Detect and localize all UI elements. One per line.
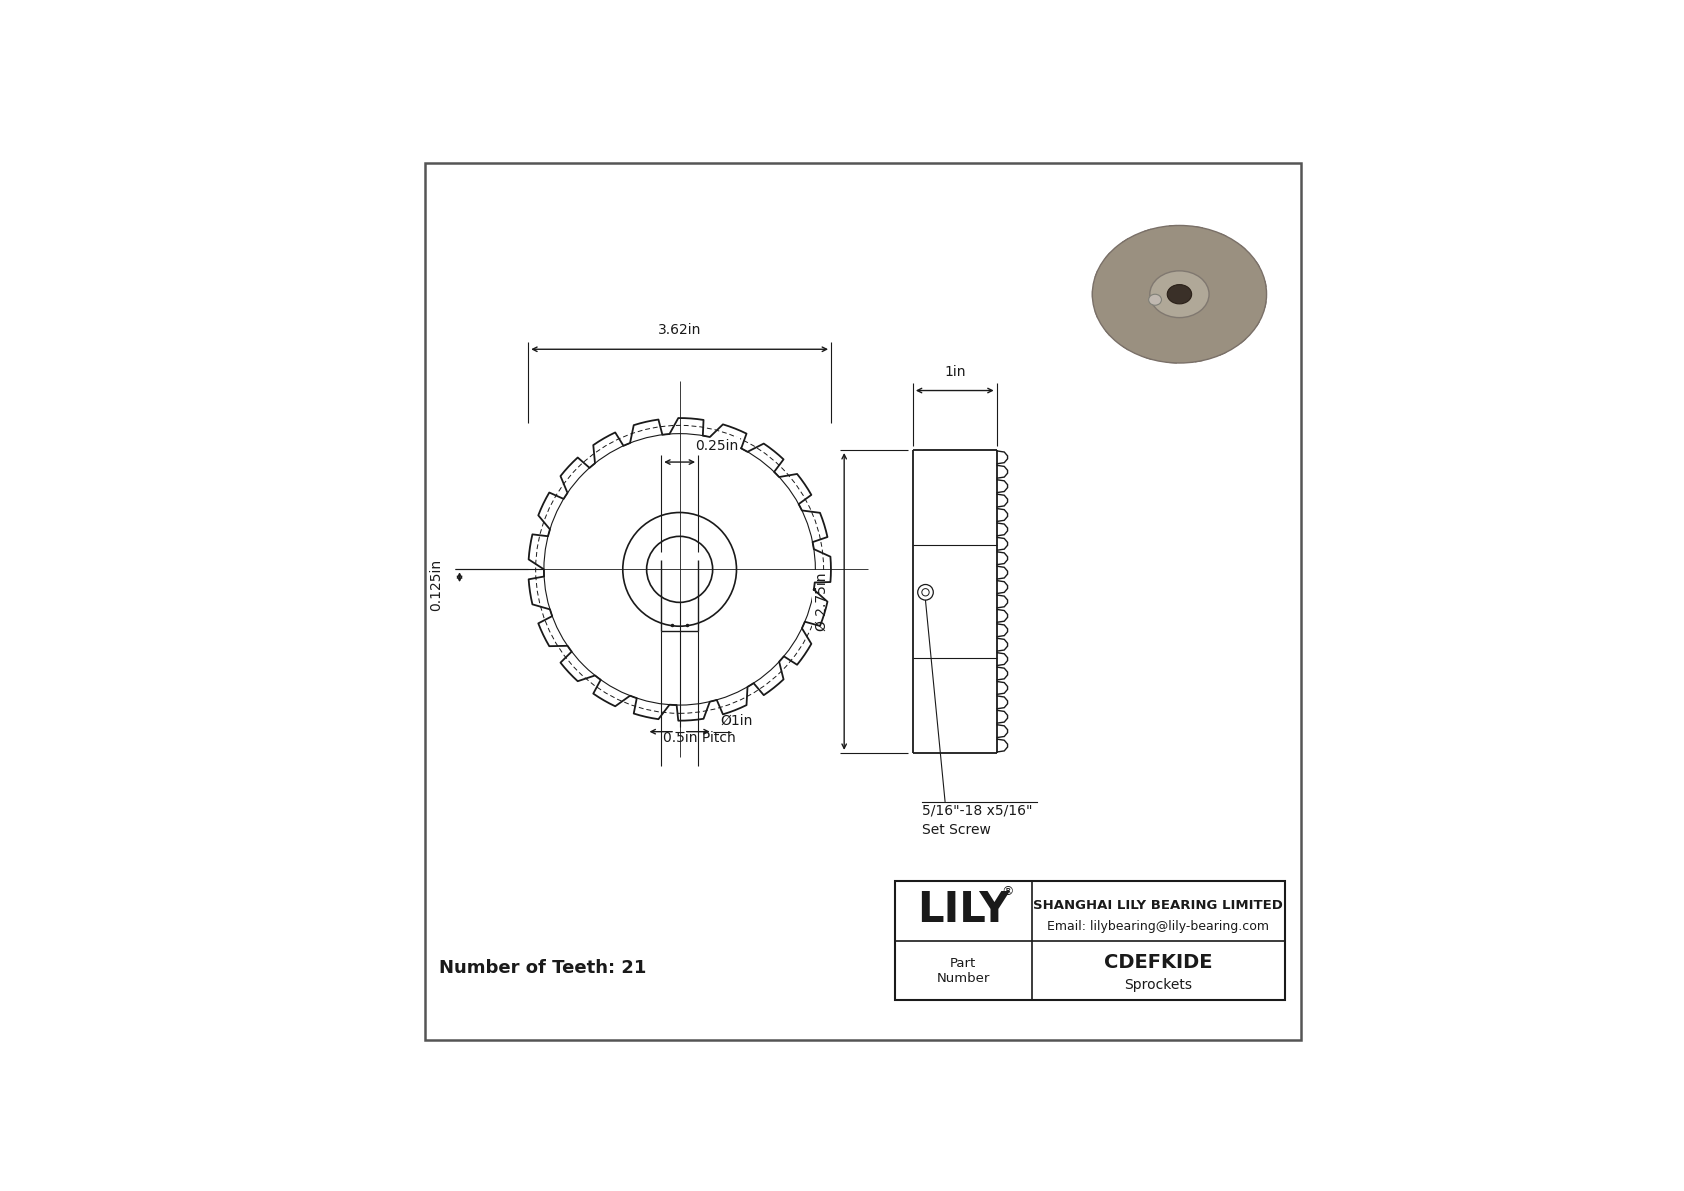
Polygon shape [1105, 254, 1120, 264]
Text: LILY: LILY [918, 888, 1010, 931]
Text: Sprockets: Sprockets [1125, 978, 1192, 992]
Bar [896, 881, 1285, 1000]
Ellipse shape [1167, 285, 1192, 304]
Polygon shape [1143, 229, 1159, 241]
Ellipse shape [1093, 225, 1266, 363]
Polygon shape [1189, 353, 1204, 362]
Polygon shape [1231, 245, 1246, 257]
Polygon shape [1255, 298, 1266, 308]
Text: 3.62in: 3.62in [658, 323, 701, 337]
Text: CDEFKIDE: CDEFKIDE [1105, 953, 1212, 972]
Polygon shape [1095, 270, 1108, 282]
Polygon shape [1093, 288, 1103, 300]
Text: 0.5in Pitch: 0.5in Pitch [663, 731, 736, 746]
Polygon shape [1246, 316, 1260, 326]
Polygon shape [1211, 233, 1226, 244]
Text: Email: lilybearing@lily-bearing.com: Email: lilybearing@lily-bearing.com [1047, 919, 1270, 933]
Text: 0.25in: 0.25in [695, 439, 738, 453]
Polygon shape [1167, 225, 1180, 235]
Polygon shape [1211, 344, 1226, 355]
Polygon shape [1122, 238, 1137, 250]
Text: ®: ® [1000, 885, 1014, 898]
Ellipse shape [1150, 270, 1209, 318]
Text: 0.125in: 0.125in [429, 559, 443, 611]
Polygon shape [1143, 349, 1159, 360]
Polygon shape [1189, 226, 1204, 237]
Polygon shape [1095, 306, 1108, 318]
Polygon shape [1231, 331, 1246, 343]
Polygon shape [1167, 354, 1180, 363]
Polygon shape [1246, 262, 1260, 273]
Text: Ø 2.75in: Ø 2.75in [815, 572, 829, 631]
Text: SHANGHAI LILY BEARING LIMITED: SHANGHAI LILY BEARING LIMITED [1034, 898, 1283, 911]
Polygon shape [1255, 280, 1266, 291]
Text: Part
Number: Part Number [936, 956, 990, 985]
Text: 5/16"-18 x5/16"
Set Screw: 5/16"-18 x5/16" Set Screw [923, 803, 1032, 837]
Polygon shape [1122, 338, 1137, 350]
Text: Number of Teeth: 21: Number of Teeth: 21 [440, 959, 647, 978]
Polygon shape [1105, 324, 1120, 336]
Text: 1in: 1in [945, 364, 965, 379]
Ellipse shape [1148, 294, 1162, 305]
Text: Ø1in: Ø1in [721, 715, 753, 728]
